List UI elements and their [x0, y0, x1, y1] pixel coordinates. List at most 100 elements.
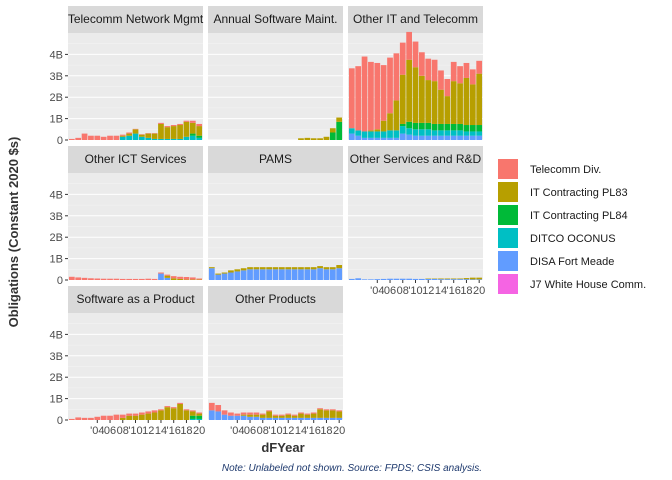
bar-segment [317, 409, 323, 418]
legend-swatch [498, 251, 518, 271]
bar-segment [107, 415, 113, 420]
bar-segment [387, 137, 393, 140]
bar-segment [221, 272, 228, 274]
bar-segment [177, 402, 183, 404]
facet-panel: Other ICT Services [68, 146, 203, 281]
bar-segment [368, 137, 374, 140]
bar-segment [189, 410, 196, 412]
bar-segment [476, 131, 483, 136]
bar-segment [253, 269, 260, 280]
bar-segment [298, 138, 304, 140]
bar-segment [158, 409, 164, 411]
legend-label: IT Contracting PL83 [530, 187, 628, 199]
facet-panel: Other IT and Telecomm [348, 6, 483, 141]
legend-label: DISA Fort Meade [530, 256, 614, 268]
bar-segment [253, 414, 260, 417]
bar-segment [196, 418, 203, 420]
bar-segment [132, 278, 139, 280]
x-tick-label: 08 [117, 425, 129, 437]
bar-segment [393, 130, 400, 138]
bar-segment [68, 276, 75, 280]
bar-segment [476, 135, 483, 140]
bar-segment [100, 415, 107, 420]
x-tick-label: 06 [104, 425, 116, 437]
bar-segment [317, 266, 323, 269]
bar-segment [298, 417, 304, 420]
y-tick-label: 3B [50, 211, 63, 223]
bar-segment [336, 417, 343, 420]
bar-segment [336, 117, 343, 122]
bar-segment [170, 276, 177, 279]
bar-segment [374, 137, 381, 140]
y-tick-label: 0 [57, 135, 63, 147]
bar-segment [317, 408, 323, 410]
bar-segment [285, 413, 292, 415]
bar-segment [177, 123, 183, 126]
bar-segment [68, 138, 75, 140]
legend-swatch [498, 182, 518, 202]
bar-segment [183, 120, 190, 122]
bar-segment [164, 406, 171, 408]
bar-segment [323, 409, 330, 411]
bar-segment [100, 136, 107, 140]
bar-segment [457, 278, 463, 280]
bar-segment [151, 410, 158, 413]
bar-segment [323, 269, 330, 280]
bar-segment [189, 277, 196, 280]
x-tick-label: 08 [397, 285, 409, 297]
bar-segment [450, 279, 457, 280]
bar-segment [189, 415, 196, 419]
bar-segment [189, 122, 196, 134]
bar-segment [457, 123, 463, 131]
bar-segment [329, 409, 336, 411]
bar-segment [279, 269, 285, 280]
facet-strip [348, 6, 483, 33]
bar-segment [457, 66, 463, 84]
y-tick-label: 2B [50, 372, 63, 384]
legend-label: DITCO OCONUS [530, 233, 616, 245]
bar-segment [419, 75, 425, 123]
bar-segment [419, 129, 425, 136]
bar-segment [406, 121, 412, 129]
bar-segment [476, 73, 483, 126]
bar-segment [298, 412, 304, 414]
bar-segment [438, 123, 444, 131]
bar-segment [145, 278, 152, 280]
x-tick-label: '10 [408, 285, 422, 297]
bar-segment [438, 135, 444, 140]
bar-segment [113, 278, 120, 280]
bar-segment [126, 413, 132, 416]
bar-segment [100, 278, 107, 280]
bar-segment [374, 279, 381, 280]
bar-segment [196, 278, 203, 280]
bar-segment [266, 417, 272, 420]
bar-segment [463, 131, 470, 136]
bar-segment [145, 413, 152, 420]
bar-segment [310, 269, 317, 280]
facet-panel: Telecomm Network Mgmt [68, 6, 204, 141]
bar-segment [304, 137, 311, 140]
x-tick-label: 06 [384, 285, 396, 297]
bar-segment [247, 414, 253, 417]
bar-segment [304, 414, 311, 418]
bar-segment [164, 274, 171, 276]
bar-segment [469, 125, 476, 132]
bar-segment [387, 130, 393, 138]
bar-segment [419, 278, 425, 280]
y-axes: 0 1B 2B 3B 4B 0 1B 2B 3B 4B 0 1B 2B 3B 4B [50, 49, 68, 427]
bar-segment [380, 131, 387, 138]
bar-segment [457, 279, 463, 280]
bar-segment [425, 129, 432, 136]
bar-segment [412, 135, 419, 140]
bar-segment [151, 133, 158, 139]
bar-segment [170, 408, 177, 420]
bar-segment [329, 410, 336, 418]
x-tick-label: 12 [422, 285, 434, 297]
facet-strip [208, 6, 343, 33]
legend-label: IT Contracting PL84 [530, 210, 628, 222]
bar-segment [228, 270, 234, 273]
bar-segment [132, 415, 139, 420]
bar-segment [438, 279, 444, 280]
bar-segment [75, 277, 82, 280]
bar-segment [317, 268, 323, 280]
